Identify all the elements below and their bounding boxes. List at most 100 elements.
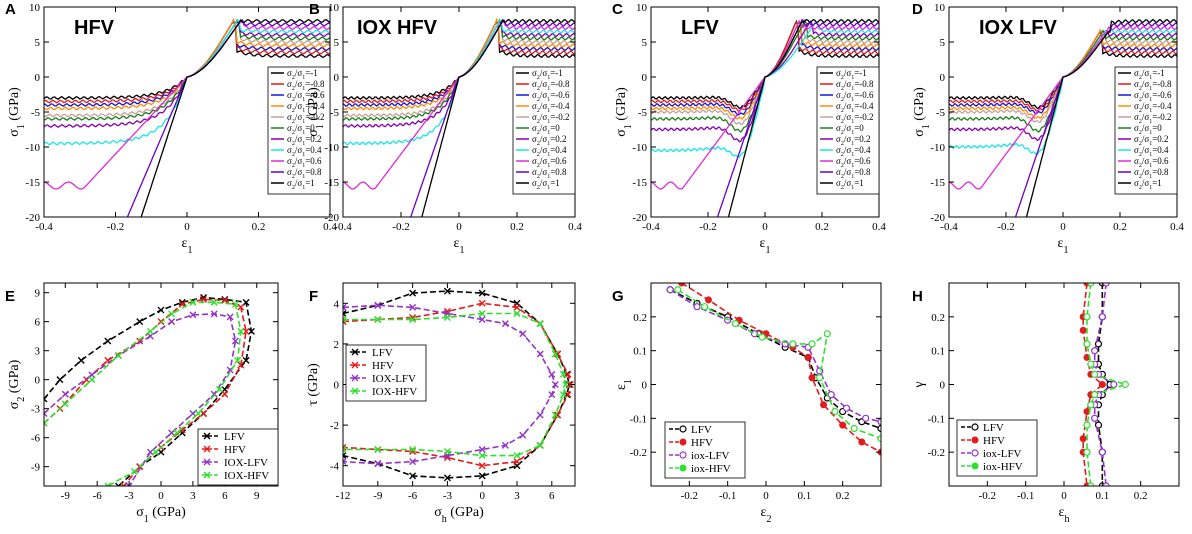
legend-box <box>1114 66 1178 195</box>
series-line <box>1097 283 1112 486</box>
data-point <box>168 318 176 326</box>
legend-label: LFV <box>372 347 393 359</box>
data-point <box>679 425 687 433</box>
data-point <box>1087 482 1095 486</box>
data-point <box>478 452 486 460</box>
data-point <box>827 391 835 399</box>
x-tick-label: 0.2 <box>252 221 266 233</box>
legend-label: σ2/σ1=-0.6 <box>532 90 570 103</box>
x-tick-label: 9 <box>254 490 260 502</box>
data-point <box>559 370 567 378</box>
data-point <box>44 395 48 403</box>
y-axis-label: σ2 (GPa) <box>7 359 27 409</box>
y-tick-label: 10 <box>29 2 41 14</box>
legend-label: σ2/σ1=-1 <box>532 68 563 81</box>
x-tick-label: 0 <box>456 221 462 233</box>
y-tick-label: 0 <box>940 380 946 392</box>
legend-label: σ2/σ1=0.4 <box>287 145 322 158</box>
y-tick-label: -5 <box>638 107 648 119</box>
data-point <box>478 299 486 307</box>
data-point <box>343 445 347 453</box>
data-point <box>666 286 674 294</box>
data-point <box>443 474 451 482</box>
curves <box>44 18 330 217</box>
legend-label: σ2/σ1=-0.6 <box>287 90 325 103</box>
legend-label: IOX-LFV <box>224 457 268 469</box>
data-point <box>551 411 559 419</box>
y-tick-label: -5 <box>31 107 41 119</box>
data-point <box>216 385 223 393</box>
x-tick-label: 0.2 <box>815 221 829 233</box>
data-point <box>409 303 417 311</box>
legend-label: σ2/σ1=0.8 <box>1134 167 1169 180</box>
legend-label: σ2/σ1=-1 <box>287 68 318 81</box>
curves <box>343 17 575 217</box>
y-tick-label: 3 <box>35 346 41 358</box>
data-point <box>971 462 979 470</box>
y-tick-label: -15 <box>632 177 647 189</box>
data-point <box>351 387 359 395</box>
data-point <box>678 283 686 287</box>
data-point <box>409 289 417 297</box>
x-tick-label: -0.1 <box>1017 490 1034 502</box>
x-tick-label: -0.2 <box>107 221 124 233</box>
data-point <box>513 303 521 311</box>
data-point <box>120 482 128 486</box>
data-point <box>88 376 96 384</box>
legend-label: σ2/σ1=-0.4 <box>287 101 325 114</box>
legend-label: σ2/σ1=-0.4 <box>836 101 874 114</box>
data-point <box>877 418 881 426</box>
panel-letter-e: E <box>5 288 15 305</box>
data-point <box>478 309 486 317</box>
x-axis-label: σh (GPa) <box>434 505 484 525</box>
data-point <box>705 296 712 304</box>
x-tick-label: 0 <box>1060 221 1066 233</box>
y-tick-label: -10 <box>324 142 339 154</box>
data-point <box>203 458 211 466</box>
legend-label: IOX-LFV <box>372 373 416 385</box>
data-point <box>1110 380 1118 389</box>
x-axis-label: ε1 <box>182 236 193 256</box>
y-tick-label: -5 <box>936 107 946 119</box>
curves <box>1079 283 1129 486</box>
data-point <box>1091 347 1099 355</box>
data-point <box>877 424 881 433</box>
data-point <box>44 419 48 427</box>
y-tick-label: 0.2 <box>633 312 647 324</box>
y-tick-label: 5 <box>642 37 648 49</box>
data-point <box>808 374 816 382</box>
panel-letter-a: A <box>5 1 16 18</box>
data-point <box>758 333 766 341</box>
data-point <box>146 327 154 335</box>
y-tick-label: -15 <box>25 177 40 189</box>
curves <box>651 18 879 217</box>
series-line <box>669 289 881 423</box>
data-point <box>374 460 382 468</box>
data-point <box>343 316 347 324</box>
legend-label: σ2/σ1=0.8 <box>287 167 322 180</box>
data-point <box>1094 340 1103 348</box>
legend-label: σ2/σ1=0 <box>836 123 864 136</box>
x-tick-label: -3 <box>443 490 453 502</box>
data-point <box>104 337 112 345</box>
x-tick-label: -0.2 <box>392 221 409 233</box>
legend-label: HFV <box>691 437 713 449</box>
y-tick-label: -6 <box>31 433 41 445</box>
y-tick-label: 0 <box>642 380 648 392</box>
data-point <box>731 320 739 328</box>
data-point <box>443 287 451 295</box>
x-tick-label: 0.2 <box>1134 490 1148 502</box>
legend-label: σ2/σ1=0.2 <box>287 134 322 147</box>
legend-label: iox-HFV <box>691 463 731 475</box>
y-axis-label: ε1 <box>614 379 634 390</box>
curves <box>949 18 1177 217</box>
series-line <box>44 298 247 486</box>
x-tick-label: 0 <box>763 490 769 502</box>
legend-label: σ2/σ1=-0.8 <box>532 79 570 92</box>
y-tick-label: -15 <box>930 177 945 189</box>
data-point <box>130 468 138 475</box>
legend-label: σ2/σ1=-0.8 <box>836 79 874 92</box>
data-point <box>513 309 521 317</box>
legend-label: σ2/σ1=-0.4 <box>532 101 570 114</box>
x-tick-label: 0.2 <box>836 490 850 502</box>
